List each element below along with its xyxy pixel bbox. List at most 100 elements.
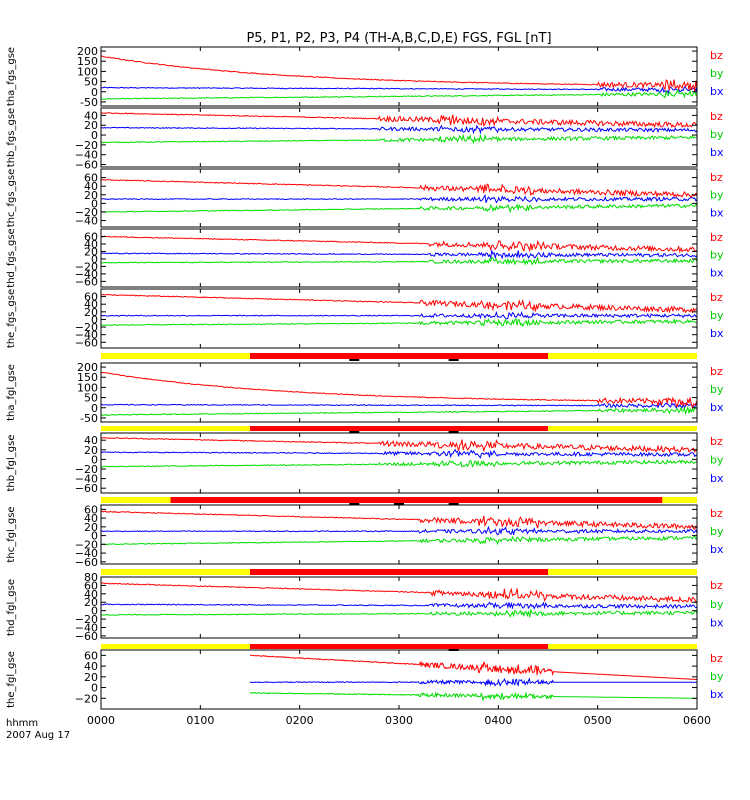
y-tick-label: −20 bbox=[75, 260, 98, 273]
y-tick-label: −40 bbox=[75, 215, 98, 228]
y-tick-label: 40 bbox=[84, 660, 98, 673]
legend-bx: bx bbox=[710, 401, 724, 414]
series-by-tha_fgs_gse bbox=[100, 88, 698, 100]
y-tick-label: -50 bbox=[80, 96, 98, 109]
y-tick-label: 40 bbox=[84, 434, 98, 447]
status-bar bbox=[101, 353, 697, 361]
y-tick-label: 40 bbox=[84, 588, 98, 601]
x-axis: 0000 0100 0200 0300 0400 0500 0600 bbox=[87, 714, 711, 727]
y-axis-label: thc_fgl_gse bbox=[6, 506, 17, 562]
series-bx-thc_fgl_gse bbox=[100, 525, 698, 536]
y-axis-label: thb_fgl_gse bbox=[6, 435, 17, 492]
x-tick-label: 0500 bbox=[584, 714, 612, 727]
x-tick-label: 0200 bbox=[286, 714, 314, 727]
legend-bx: bx bbox=[710, 206, 724, 219]
series-by-thc_fgl_gse bbox=[100, 535, 698, 546]
bar-red bbox=[250, 569, 548, 575]
y-tick-label: −60 bbox=[75, 630, 98, 643]
bar-marker bbox=[349, 359, 360, 361]
bar-marker bbox=[448, 503, 459, 505]
legend-by: by bbox=[710, 249, 724, 262]
series-bx-tha_fgl_gse bbox=[100, 401, 698, 409]
y-tick-label: 0 bbox=[91, 86, 98, 99]
legend-by: by bbox=[710, 128, 724, 141]
y-axis-label: thb_fgs_gse bbox=[6, 108, 17, 167]
series-bz-tha_fgs_gse bbox=[100, 55, 698, 92]
y-axis-label: tha_fgs_gse bbox=[6, 47, 17, 106]
series-bz-thb_fgs_gse bbox=[100, 112, 698, 129]
y-tick-label: −20 bbox=[75, 613, 98, 626]
panel-frame bbox=[100, 362, 698, 423]
y-tick-label: −20 bbox=[75, 321, 98, 334]
y-tick-label: −20 bbox=[75, 206, 98, 219]
legend-bx: bx bbox=[710, 617, 724, 630]
legend-bx: bx bbox=[710, 327, 724, 340]
status-bar bbox=[101, 569, 697, 575]
y-tick-label: 20 bbox=[84, 245, 98, 258]
x-tick-label: 0100 bbox=[186, 714, 214, 727]
series-bx-the_fgl_gse bbox=[249, 677, 697, 688]
y-tick-label: 200 bbox=[77, 361, 98, 374]
series-by-tha_fgl_gse bbox=[100, 405, 698, 416]
y-tick-label: 20 bbox=[84, 444, 98, 457]
bar-marker bbox=[448, 649, 459, 651]
y-tick-label: −60 bbox=[75, 159, 98, 172]
bar-marker bbox=[349, 431, 360, 433]
legend-by: by bbox=[710, 189, 724, 202]
y-tick-label: 60 bbox=[84, 291, 98, 304]
series-bz-thd_fgl_gse bbox=[100, 582, 698, 604]
series-by-the_fgs_gse bbox=[101, 317, 698, 328]
y-tick-label: 80 bbox=[84, 571, 98, 584]
x-tick-label: 0300 bbox=[385, 714, 413, 727]
x-tick-label: 0000 bbox=[87, 714, 115, 727]
series-by-thb_fgl_gse bbox=[100, 459, 698, 468]
y-tick-label: −20 bbox=[75, 463, 98, 476]
series-by-thd_fgl_gse bbox=[100, 608, 698, 618]
y-tick-label: 0 bbox=[91, 253, 98, 266]
y-tick-label: 40 bbox=[84, 109, 98, 122]
legend-by: by bbox=[710, 598, 724, 611]
legend-by: by bbox=[710, 670, 724, 683]
y-tick-label: 40 bbox=[84, 512, 98, 525]
series-bx-thb_fgl_gse bbox=[100, 448, 697, 459]
series-by-thb_fgs_gse bbox=[100, 133, 697, 145]
y-tick-label: 0 bbox=[91, 402, 98, 415]
legend-bz: bz bbox=[710, 110, 723, 123]
y-tick-label: 200 bbox=[77, 45, 98, 58]
series-bx-thc_fgs_gse bbox=[101, 193, 698, 204]
legend-by: by bbox=[710, 309, 724, 322]
y-tick-label: 100 bbox=[77, 381, 98, 394]
bar-marker bbox=[349, 503, 360, 505]
series-by-thd_fgs_gse bbox=[100, 256, 698, 266]
y-tick-label: −60 bbox=[75, 275, 98, 288]
y-tick-label: −60 bbox=[75, 556, 98, 569]
bar-red bbox=[250, 353, 548, 359]
series-bz-thc_fgs_gse bbox=[100, 178, 698, 198]
legend-bz: bz bbox=[710, 507, 723, 520]
bar-red bbox=[250, 644, 548, 649]
legend-bz: bz bbox=[710, 652, 723, 665]
legend-bz: bz bbox=[710, 49, 723, 62]
y-axis-label: tha_fgl_gse bbox=[6, 364, 17, 421]
y-tick-label: 20 bbox=[84, 189, 98, 202]
legend-bx: bx bbox=[710, 543, 724, 556]
y-tick-label: 40 bbox=[84, 298, 98, 311]
status-bar bbox=[101, 426, 697, 433]
legend-bx: bx bbox=[710, 266, 724, 279]
series-bz-tha_fgl_gse bbox=[100, 371, 698, 410]
y-tick-label: −40 bbox=[75, 149, 98, 162]
series-bx-thd_fgl_gse bbox=[100, 601, 698, 610]
series-bx-the_fgs_gse bbox=[100, 310, 698, 320]
y-tick-label: 60 bbox=[84, 172, 98, 185]
y-tick-label: −40 bbox=[75, 621, 98, 634]
series-bx-thb_fgs_gse bbox=[100, 124, 698, 135]
series-by-thc_fgs_gse bbox=[100, 203, 698, 214]
x-tick-label: 0400 bbox=[484, 714, 512, 727]
